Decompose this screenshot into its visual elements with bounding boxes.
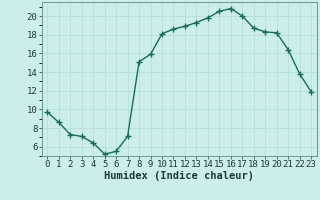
- X-axis label: Humidex (Indice chaleur): Humidex (Indice chaleur): [104, 171, 254, 181]
